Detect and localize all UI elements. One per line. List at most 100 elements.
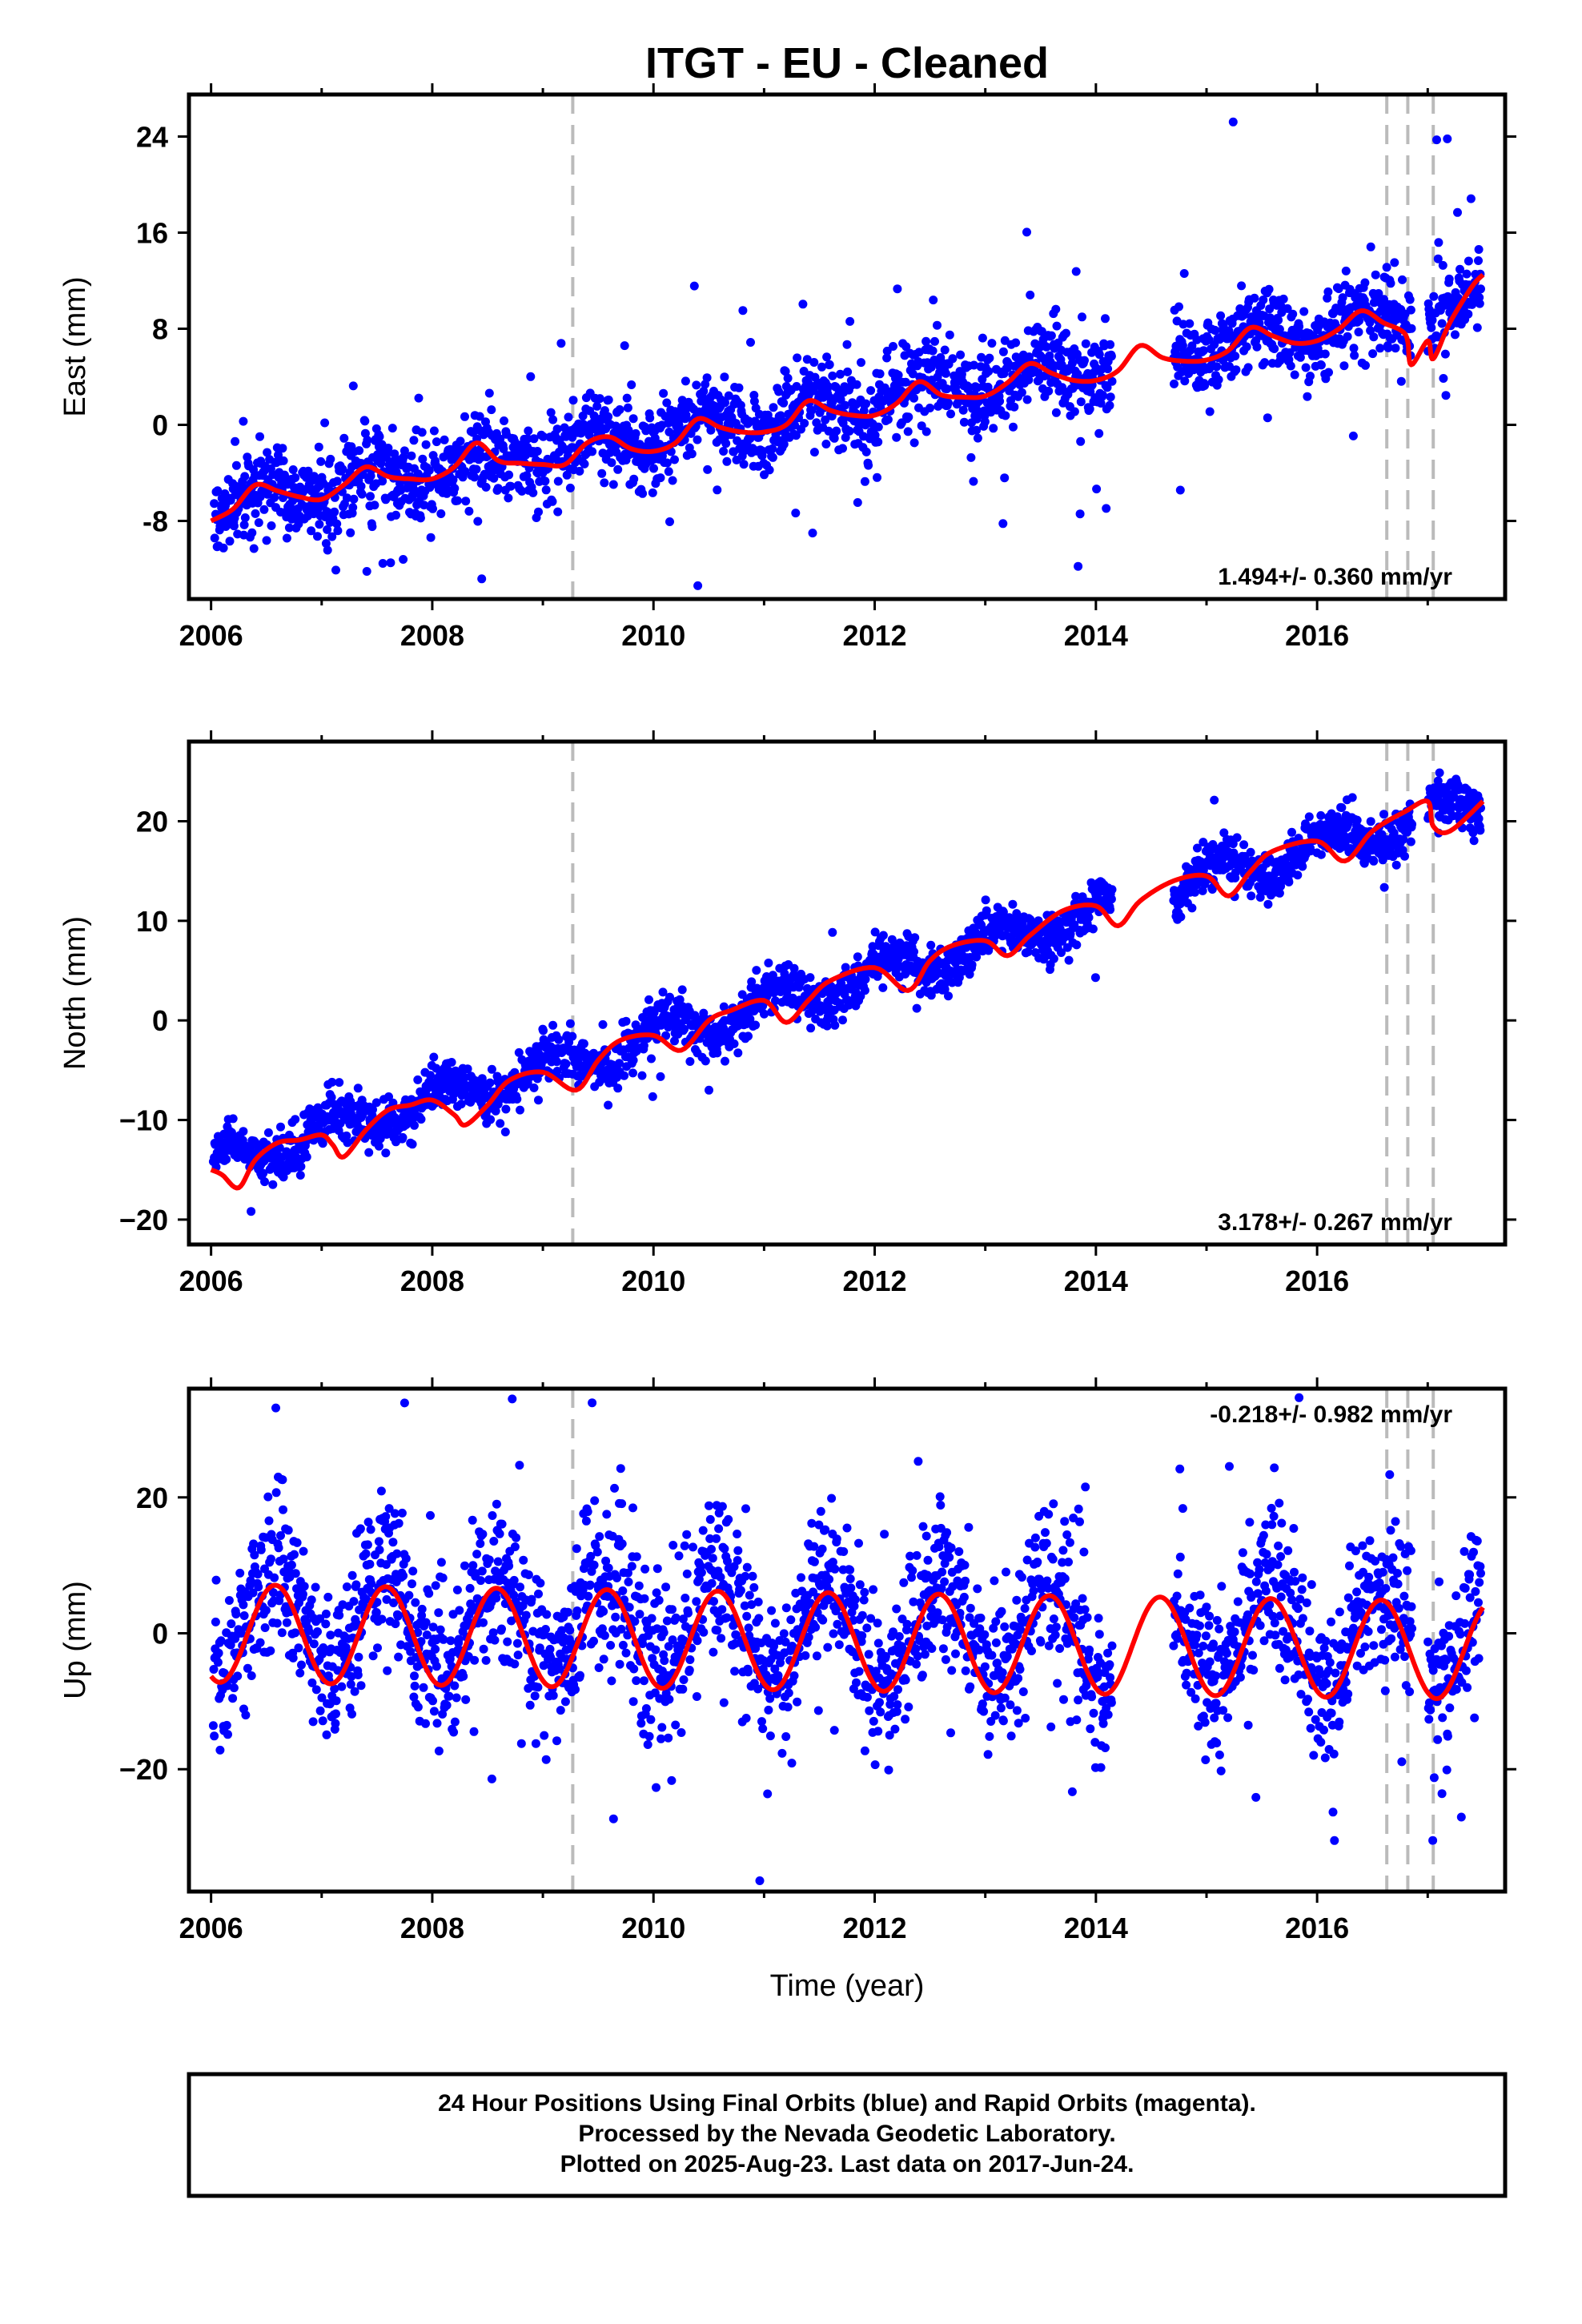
data-point [738, 306, 748, 316]
data-point [1453, 207, 1462, 217]
data-point [842, 340, 852, 349]
data-point [1070, 920, 1079, 930]
data-point [904, 412, 913, 422]
data-point [500, 416, 508, 425]
data-point [303, 466, 313, 476]
data-point [892, 432, 901, 442]
data-point [248, 1588, 258, 1598]
data-point [1075, 509, 1085, 519]
data-point [1228, 117, 1238, 127]
data-point [1349, 344, 1359, 353]
data-point [447, 1058, 456, 1067]
data-point [1170, 379, 1178, 388]
data-point [260, 1177, 269, 1187]
data-point [351, 1580, 361, 1590]
data-point [822, 352, 832, 362]
data-point [1103, 364, 1113, 374]
data-point [528, 488, 538, 497]
x-tick-label: 2008 [400, 619, 464, 652]
data-point [416, 513, 425, 523]
data-point [313, 1627, 322, 1636]
data-point [1101, 314, 1110, 324]
data-point [1306, 372, 1315, 381]
data-point [981, 895, 990, 905]
data-point [972, 425, 982, 435]
data-point [1022, 227, 1031, 237]
data-point [805, 973, 815, 983]
data-point [1231, 365, 1241, 375]
data-point [554, 1035, 564, 1044]
data-point [1295, 352, 1305, 362]
data-point [883, 415, 893, 424]
data-point [693, 435, 702, 444]
data-point [739, 460, 749, 469]
data-point [1429, 292, 1439, 301]
data-point [288, 1653, 298, 1663]
data-point [1283, 304, 1292, 313]
data-point [327, 1077, 337, 1087]
model-curve [210, 272, 1485, 524]
y-tick-label: 0 [152, 1004, 168, 1037]
data-point [268, 1588, 278, 1598]
data-point [363, 1518, 373, 1527]
data-point [399, 1571, 408, 1581]
data-point [832, 426, 841, 436]
data-point [765, 465, 774, 475]
data-point [792, 382, 801, 391]
data-point [297, 1660, 306, 1670]
data-point [812, 418, 821, 428]
data-point [966, 452, 976, 462]
data-point [381, 1512, 391, 1522]
velocity-label: 3.178+/- 0.267 mm/yr [1218, 1209, 1452, 1236]
data-point [321, 1619, 331, 1629]
data-point [987, 339, 997, 348]
north-panel: 2006 2008 2010 2012 2014 2016−20−1001020North… [58, 730, 1516, 1297]
data-point [321, 1609, 331, 1618]
data-point [675, 995, 685, 1004]
data-point [357, 489, 367, 499]
data-point [1288, 309, 1298, 319]
data-point [235, 1568, 245, 1578]
data-point [1185, 319, 1195, 328]
data-point [701, 1056, 710, 1066]
data-point [1293, 870, 1303, 880]
data-point [681, 376, 690, 386]
data-point [270, 493, 279, 502]
data-point [749, 396, 759, 406]
data-point [410, 1120, 419, 1130]
data-point [578, 411, 588, 420]
data-point [298, 1590, 307, 1599]
data-point [464, 506, 474, 516]
data-point [1468, 828, 1478, 838]
data-point [878, 983, 888, 992]
data-point [1071, 891, 1081, 901]
data-point [1076, 397, 1086, 407]
data-point [648, 488, 657, 497]
y-tick-label: 0 [152, 409, 168, 442]
data-point [597, 468, 607, 478]
data-point [294, 1643, 303, 1653]
data-point [1187, 341, 1197, 351]
data-point [408, 1140, 417, 1149]
data-point [720, 372, 729, 382]
data-point [1472, 323, 1482, 332]
data-point [724, 391, 733, 400]
plot-frame [187, 92, 1508, 601]
data-point [1074, 561, 1083, 571]
data-point [432, 437, 441, 447]
data-point [255, 1638, 265, 1647]
data-point [998, 347, 1008, 356]
data-point [713, 485, 722, 495]
final-orbit-points [208, 768, 1485, 1216]
y-tick-label: 24 [136, 121, 168, 154]
data-point [307, 1678, 317, 1687]
data-point [346, 1679, 355, 1689]
data-point [417, 428, 427, 437]
data-point [552, 1067, 562, 1076]
y-axis-label: North (mm) [58, 916, 92, 1070]
data-point [394, 1518, 404, 1528]
data-point [1067, 359, 1077, 368]
data-point [1000, 473, 1010, 483]
data-point [821, 415, 830, 424]
data-point [264, 1516, 274, 1526]
